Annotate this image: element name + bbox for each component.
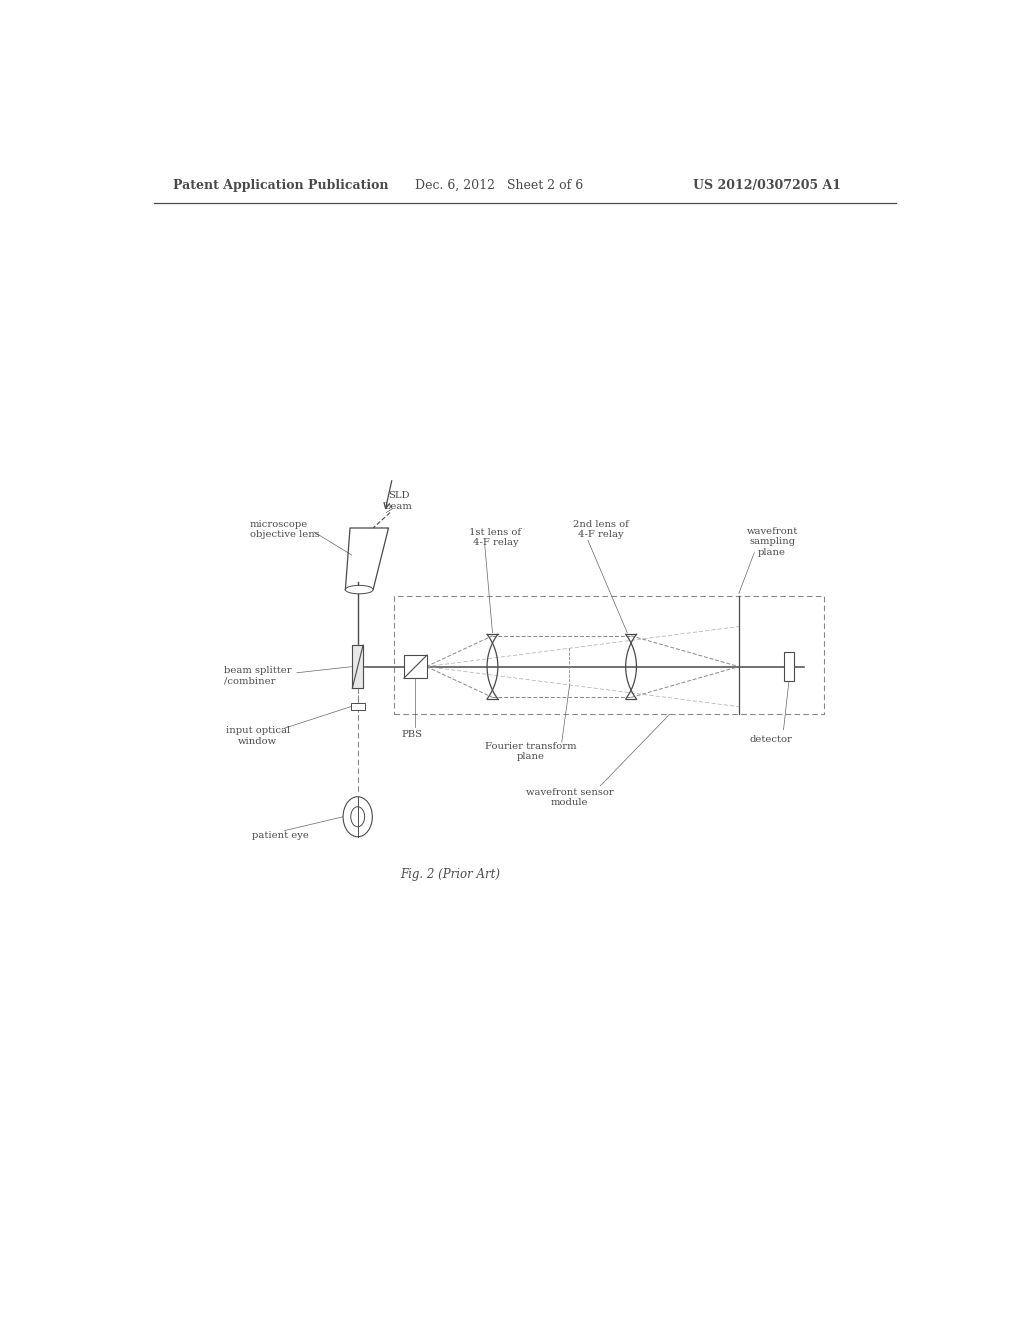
Bar	[351, 704, 365, 710]
Text: US 2012/0307205 A1: US 2012/0307205 A1	[692, 178, 841, 191]
Text: beam splitter
/combiner: beam splitter /combiner	[224, 667, 292, 685]
Text: SLD
beam: SLD beam	[385, 491, 413, 511]
Ellipse shape	[345, 585, 373, 594]
Bar	[394, 595, 823, 714]
Text: Patent Application Publication: Patent Application Publication	[173, 178, 388, 191]
Bar	[403, 655, 427, 678]
Polygon shape	[352, 645, 364, 688]
Text: input optical
window: input optical window	[225, 726, 290, 746]
Ellipse shape	[351, 807, 365, 826]
Text: wavefront
sampling
plane: wavefront sampling plane	[746, 527, 798, 557]
Text: Fourier transform
plane: Fourier transform plane	[485, 742, 577, 762]
Text: 1st lens of
4-F relay: 1st lens of 4-F relay	[469, 528, 521, 546]
Text: detector: detector	[750, 735, 793, 744]
Text: PBS: PBS	[401, 730, 422, 739]
Text: Dec. 6, 2012   Sheet 2 of 6: Dec. 6, 2012 Sheet 2 of 6	[416, 178, 584, 191]
Text: patient eye: patient eye	[252, 832, 309, 841]
Ellipse shape	[343, 797, 373, 837]
Bar	[784, 652, 794, 681]
Text: Fig. 2 (Prior Art): Fig. 2 (Prior Art)	[400, 869, 500, 880]
Text: wavefront sensor
module: wavefront sensor module	[525, 788, 613, 808]
Text: 2nd lens of
4-F relay: 2nd lens of 4-F relay	[572, 520, 629, 540]
Text: microscope
objective lens: microscope objective lens	[250, 520, 319, 540]
